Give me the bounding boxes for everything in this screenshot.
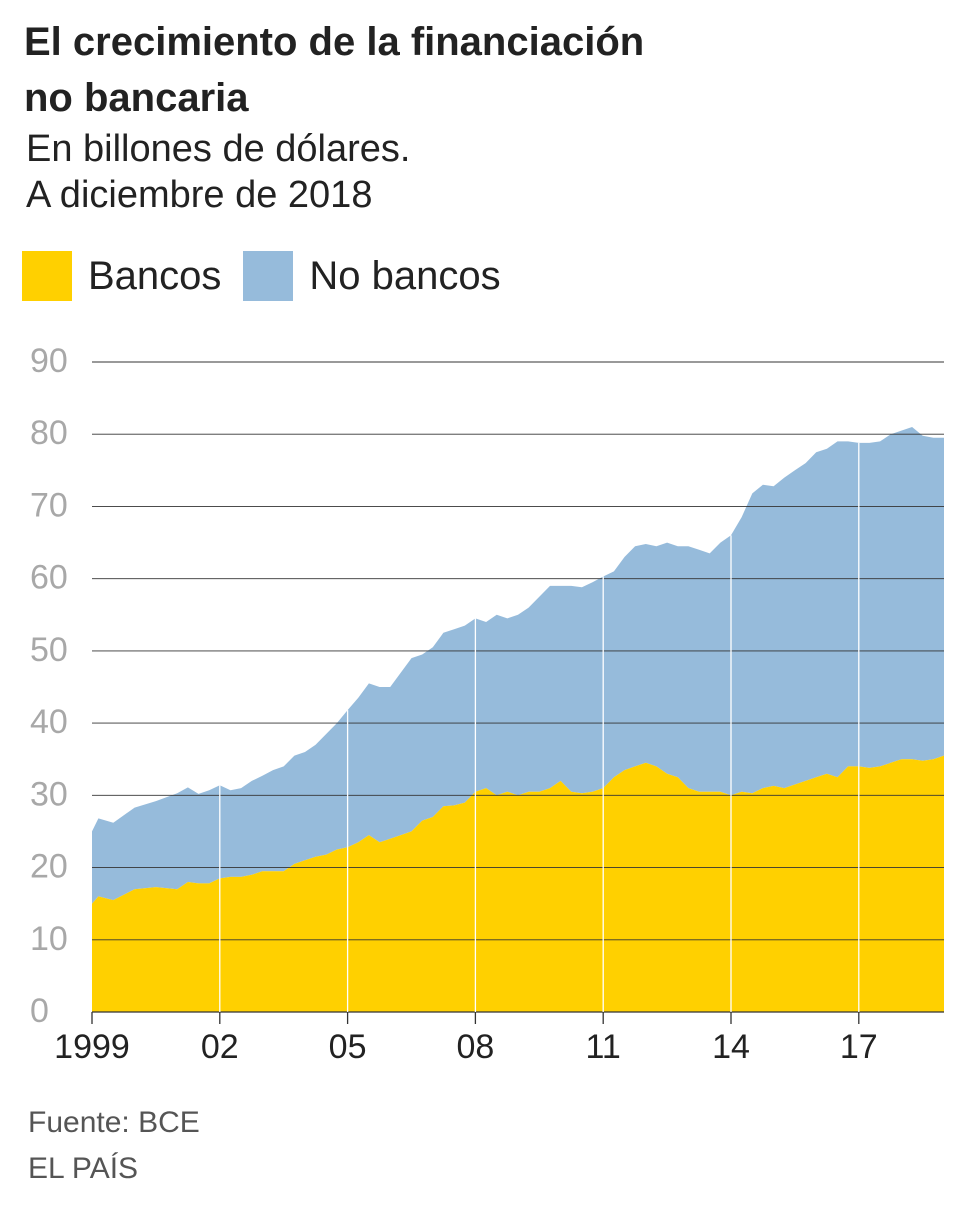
y-tick-label-0: 0 [30,992,49,1030]
chart-title: El crecimiento de la financiación no ban… [24,14,924,126]
y-tick-label-60: 60 [30,559,68,597]
y-tick-label-70: 70 [30,486,68,524]
chart-title-line-2: no bancaria [24,76,249,120]
x-tick-label-1999: 1999 [54,1028,130,1066]
source-note: Fuente: BCE [28,1106,200,1139]
y-tick-label-20: 20 [30,848,68,886]
legend-swatch-bancos [22,251,72,301]
x-tick-label-08: 08 [456,1028,494,1066]
publisher-credit: EL PAÍS [28,1152,139,1185]
x-tick-label-14: 14 [712,1028,750,1066]
x-tick-label-11: 11 [586,1028,621,1066]
chart-subtitle-line-2: A diciembre de 2018 [26,174,373,216]
footer: Fuente: BCE EL PAÍS [28,1100,200,1192]
chart-subtitle-line-1: En billones de dólares. [26,128,411,170]
legend: Bancos No bancos [22,250,523,302]
chart-title-line-1: El crecimiento de la financiación [24,20,645,64]
y-tick-label-80: 80 [30,414,68,452]
legend-item-no-bancos: No bancos [243,251,501,301]
x-tick-label-02: 02 [201,1028,239,1066]
y-tick-label-10: 10 [30,920,68,958]
stacked-area-chart: 0 10 20 30 40 50 60 70 80 90 1999 02 05 08 11 14 17 [30,342,944,1066]
x-tick-label-17: 17 [840,1028,878,1066]
y-tick-label-50: 50 [30,631,68,669]
legend-label-bancos: Bancos [88,254,222,298]
y-tick-label-30: 30 [30,775,68,813]
x-tick-label-05: 05 [329,1028,367,1066]
chart-subtitle: En billones de dólares. A diciembre de 2… [26,126,926,218]
legend-label-no-bancos: No bancos [309,254,501,298]
y-tick-label-40: 40 [30,703,68,741]
y-tick-label-90: 90 [30,342,68,380]
legend-item-bancos: Bancos [22,251,221,301]
legend-swatch-no-bancos [243,251,294,301]
